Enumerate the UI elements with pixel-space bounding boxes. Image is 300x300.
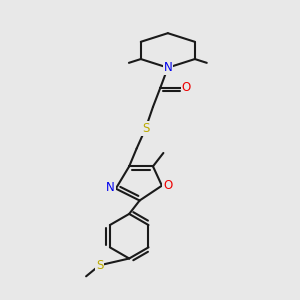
Text: O: O xyxy=(182,81,191,94)
Text: S: S xyxy=(96,259,103,272)
Text: N: N xyxy=(106,181,115,194)
Text: O: O xyxy=(163,179,172,192)
Text: N: N xyxy=(164,61,172,74)
Text: S: S xyxy=(142,122,149,135)
